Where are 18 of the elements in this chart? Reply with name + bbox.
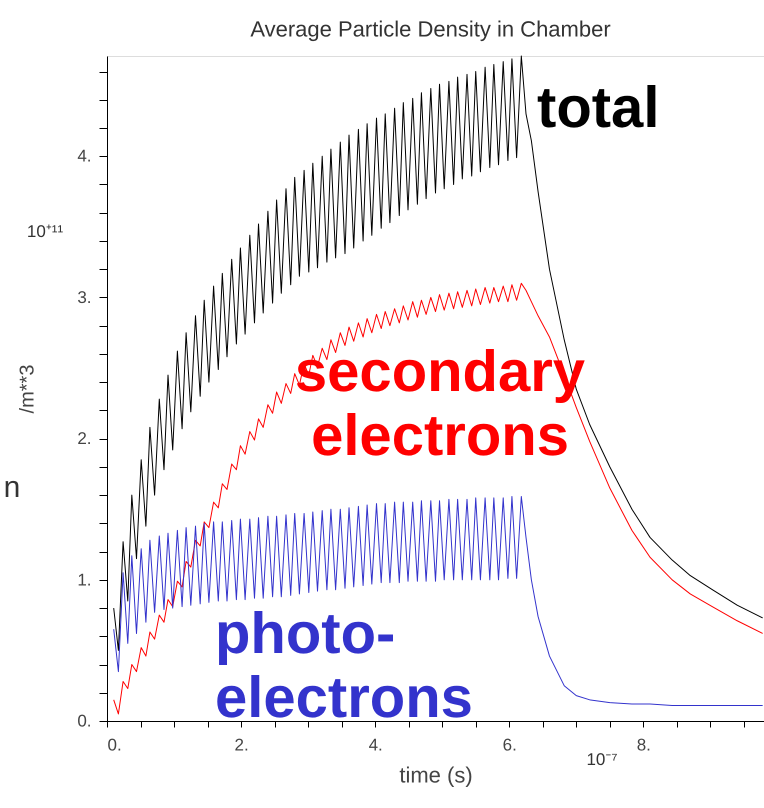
y-tick-label: 2. (77, 429, 92, 448)
y-tick-label: 1. (77, 570, 92, 590)
y-tick-label: 3. (77, 288, 92, 307)
x-axis-title: time (s) (399, 762, 473, 788)
y-tick-label: 0. (77, 712, 92, 730)
x-tick-label: 4. (368, 736, 383, 754)
x-tick-label: 2. (234, 736, 249, 754)
text: n (4, 471, 20, 504)
text: 10⁻⁷ (586, 750, 618, 769)
text: 10⁺¹¹ (26, 222, 64, 241)
series-label: total (537, 75, 660, 140)
chart-title: Average Particle Density in Chamber (250, 16, 611, 42)
x-tick-label: 6. (502, 736, 517, 754)
series-label: photo-electrons (215, 601, 473, 730)
y-axis-title: /m**3 (16, 364, 38, 414)
x-tick-label: 0. (108, 736, 122, 754)
x-tick-label: 8. (636, 736, 651, 754)
y-tick-label: 4. (77, 146, 92, 166)
